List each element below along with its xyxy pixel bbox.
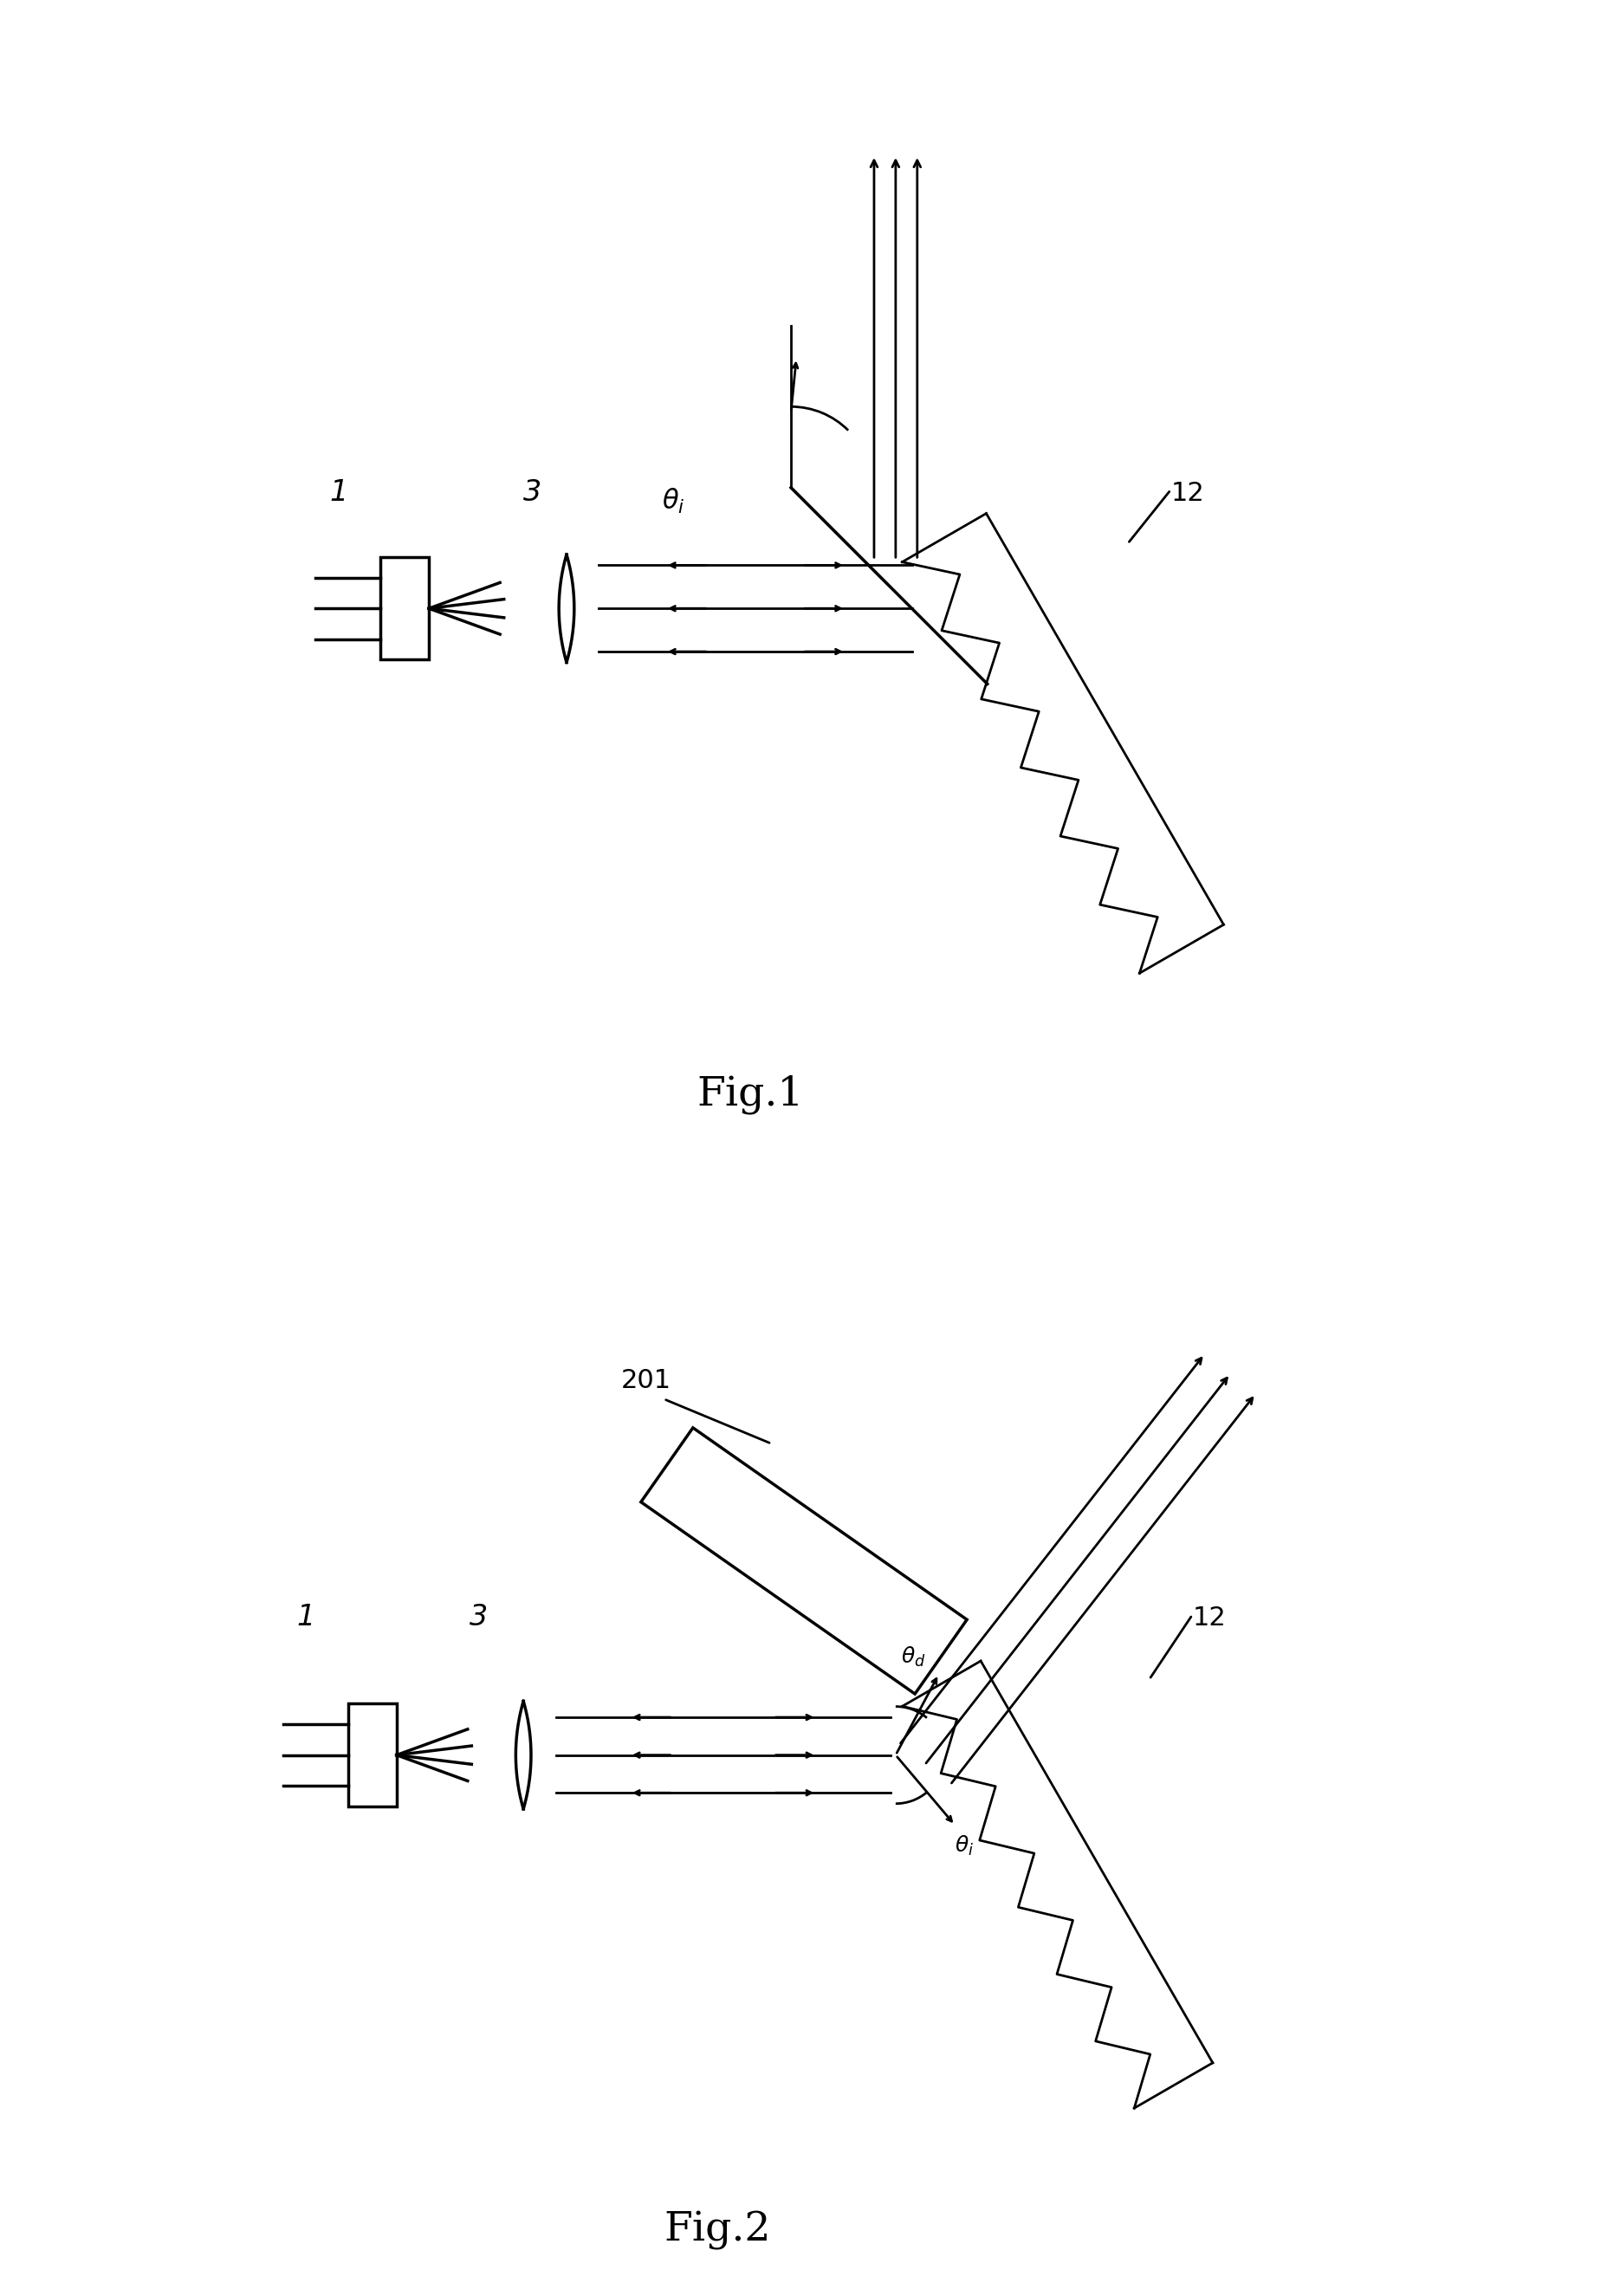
Text: 1: 1 (297, 1603, 315, 1632)
Text: $\theta_i$: $\theta_i$ (955, 1835, 974, 1857)
Text: Fig.2: Fig.2 (664, 2211, 771, 2250)
Text: 3: 3 (469, 1603, 487, 1632)
Text: Fig.1: Fig.1 (696, 1075, 804, 1114)
Text: 201: 201 (620, 1368, 670, 1394)
Text: $\theta_i$: $\theta_i$ (660, 487, 685, 514)
Text: 12: 12 (1192, 1605, 1225, 1630)
Text: 3: 3 (524, 478, 542, 507)
Text: $\theta_d$: $\theta_d$ (900, 1646, 926, 1669)
Text: 12: 12 (1170, 480, 1204, 505)
Text: 1: 1 (329, 478, 347, 507)
